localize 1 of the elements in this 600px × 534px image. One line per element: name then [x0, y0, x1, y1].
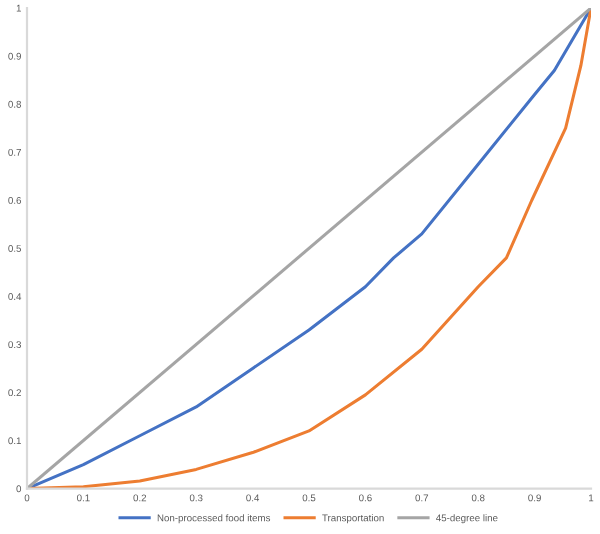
line-series: [27, 8, 591, 489]
